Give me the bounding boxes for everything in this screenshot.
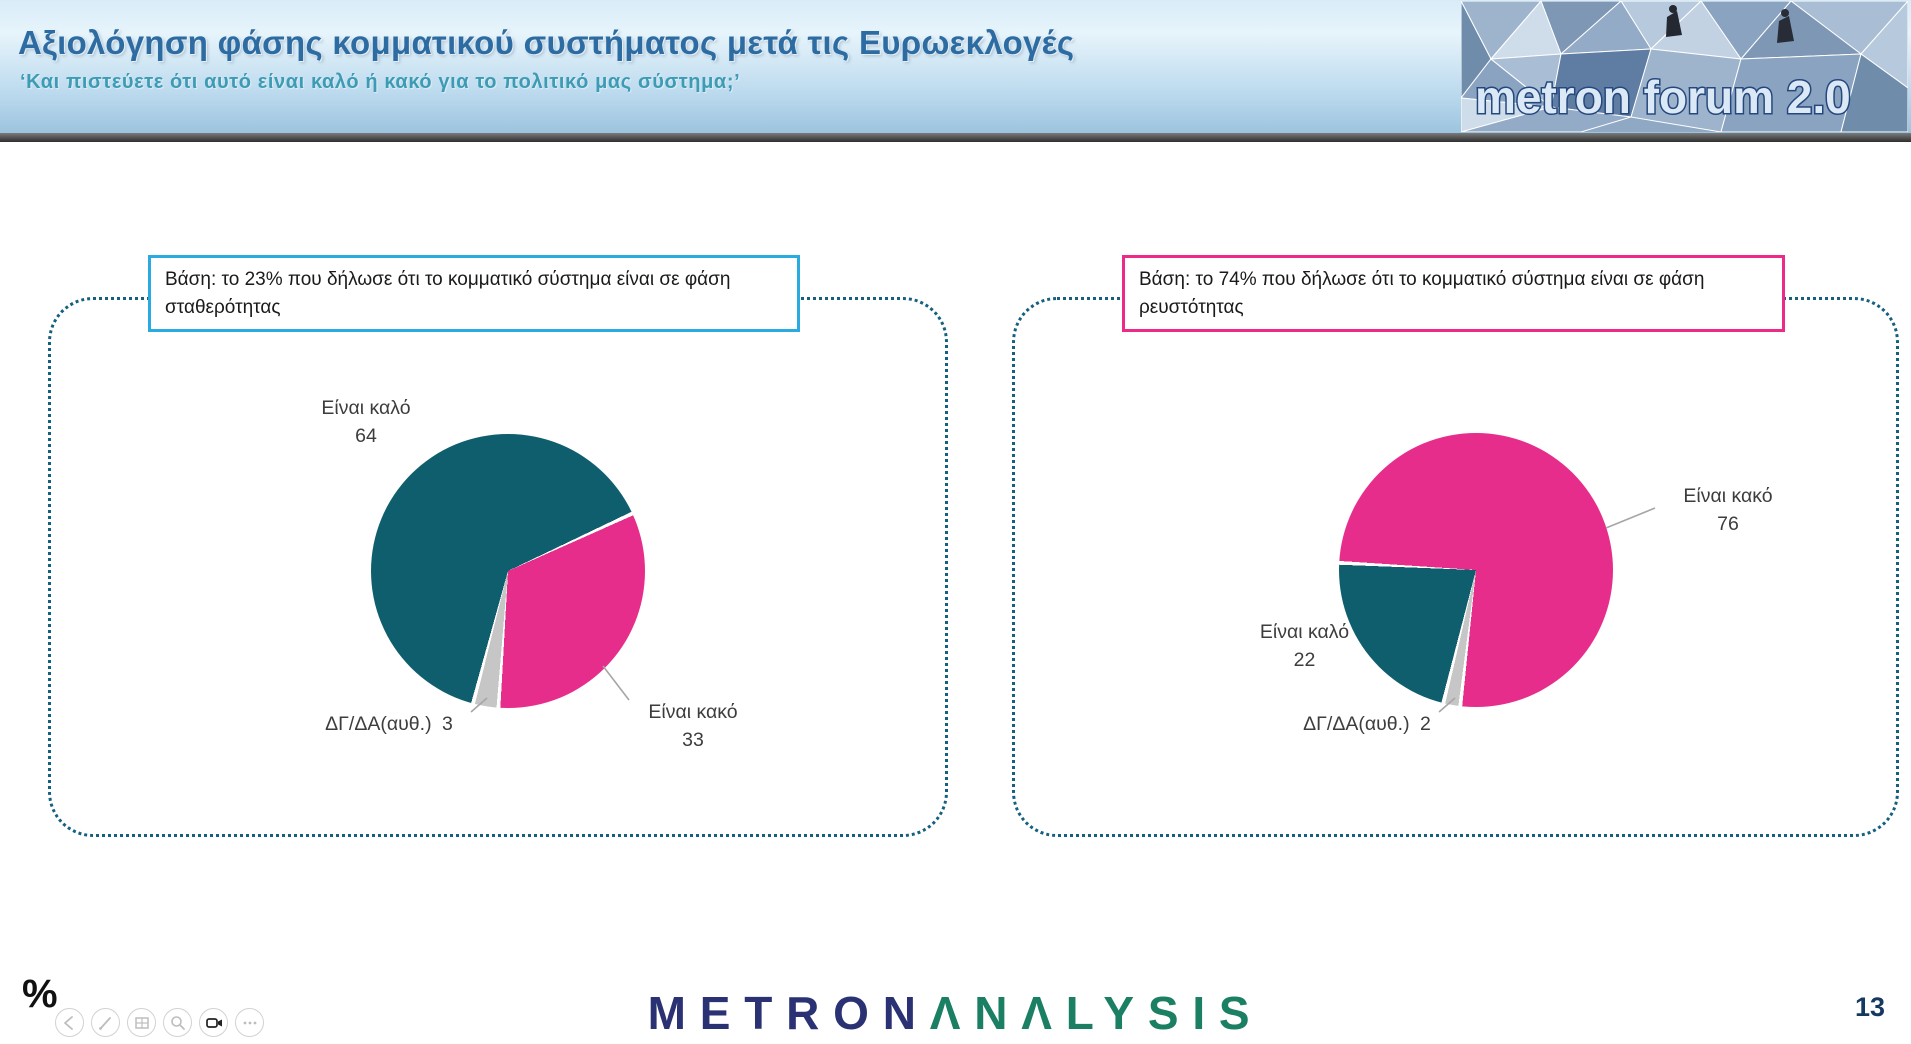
base-label-fluidity: Βάση: το 74% που δήλωσε ότι το κομματικό… bbox=[1122, 255, 1785, 333]
slice-label-text: ΔΓ/ΔΑ(αυθ.) bbox=[1303, 713, 1410, 735]
mosaic-logo-image: metron forum 2.0 bbox=[1460, 0, 1910, 133]
slice-value-text: 76 bbox=[1717, 513, 1739, 535]
logo-text: metron forum 2.0 bbox=[1475, 71, 1851, 123]
slice-label-dk-3: ΔΓ/ΔΑ(αυθ.) 3 bbox=[269, 710, 509, 738]
slice-label-text: ΔΓ/ΔΑ(αυθ.) bbox=[325, 713, 432, 735]
footer-logo-metron: METRON bbox=[647, 987, 930, 1039]
header-divider bbox=[0, 133, 1911, 142]
slice-value-text: 3 bbox=[441, 713, 453, 735]
percent-annotation: % bbox=[22, 972, 58, 1016]
slice-label-dk-2: ΔΓ/ΔΑ(αυθ.) 2 bbox=[1267, 710, 1467, 738]
slice-value-text: 22 bbox=[1293, 649, 1316, 671]
leader-line-bad bbox=[1605, 507, 1656, 529]
pie-chart-fluidity bbox=[1339, 433, 1613, 707]
pie-chart-stability bbox=[371, 434, 645, 708]
base-label-text: Βάση: το 74% που δήλωσε ότι το κομματικό… bbox=[1139, 269, 1705, 318]
slice-label-bad-76: Είναι κακό 76 bbox=[1653, 482, 1803, 538]
leader-line-bad bbox=[602, 665, 630, 701]
metron-analysis-logo: METRONΛNΛLYSIS bbox=[0, 986, 1911, 1040]
slide-subtitle: ‘Και πιστεύετε ότι αυτό είναι καλό ή κακ… bbox=[20, 71, 741, 93]
slice-label-text: Είναι καλό bbox=[321, 397, 411, 419]
chart-panel-fluidity: Είναι κακό 76 Είναι καλό 22 ΔΓ/ΔΑ(αυθ.) … bbox=[1012, 297, 1899, 837]
slides-overview-icon[interactable] bbox=[127, 1008, 156, 1037]
slice-label-text: Είναι κακό bbox=[648, 701, 738, 723]
presenter-toolbar bbox=[55, 1008, 264, 1037]
footer-logo-analysis: ΛNΛLYSIS bbox=[929, 987, 1264, 1039]
slice-label-good-22: Είναι καλό 22 bbox=[1237, 618, 1372, 674]
pen-icon[interactable] bbox=[91, 1008, 120, 1037]
slice-label-text: Είναι κακό bbox=[1683, 485, 1773, 507]
previous-slide-icon[interactable] bbox=[55, 1008, 84, 1037]
slice-value-text: 2 bbox=[1419, 713, 1431, 735]
mosaic-triangles bbox=[1460, 0, 1910, 133]
chart-panel-stability: Είναι καλό 64 Είναι κακό 33 ΔΓ/ΔΑ(αυθ.) … bbox=[48, 297, 948, 837]
more-options-icon[interactable] bbox=[235, 1008, 264, 1037]
slide-title: Αξιολόγηση φάσης κομματικού συστήματος μ… bbox=[18, 24, 1075, 61]
metron-forum-logo: metron forum 2.0 bbox=[1460, 0, 1910, 133]
slice-value-text: 33 bbox=[682, 729, 704, 751]
camera-icon[interactable] bbox=[199, 1008, 228, 1037]
base-label-stability: Βάση: το 23% που δήλωσε ότι το κομματικό… bbox=[148, 255, 800, 333]
slice-value-text: 64 bbox=[355, 425, 377, 447]
slice-label-text: Είναι καλό bbox=[1259, 621, 1350, 643]
slice-label-good-64: Είναι καλό 64 bbox=[276, 394, 456, 450]
base-label-text: Βάση: το 23% που δήλωσε ότι το κομματικό… bbox=[165, 269, 731, 318]
page-number: 13 bbox=[1854, 992, 1885, 1022]
zoom-icon[interactable] bbox=[163, 1008, 192, 1037]
slice-label-bad-33: Είναι κακό 33 bbox=[613, 698, 773, 754]
mosaic-figures bbox=[1666, 5, 1794, 43]
